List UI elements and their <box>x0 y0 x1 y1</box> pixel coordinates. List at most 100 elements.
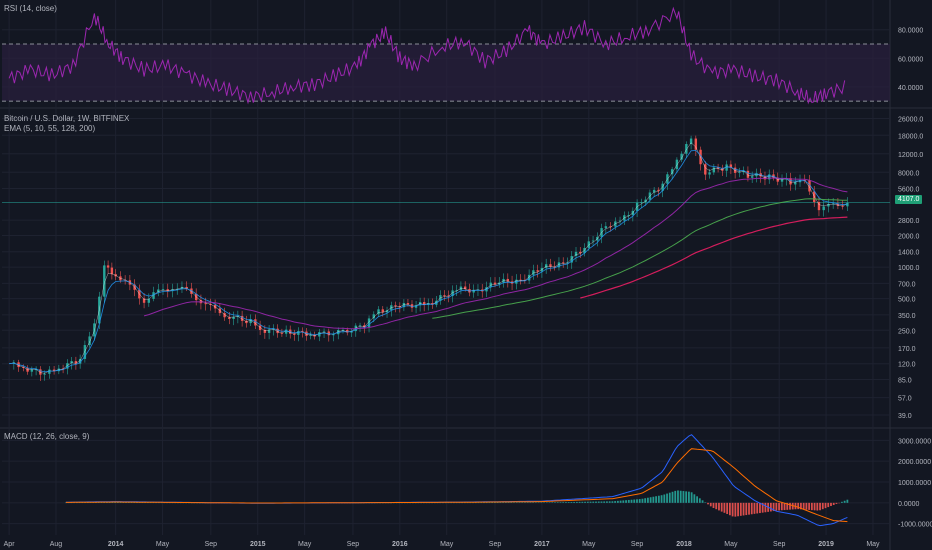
macd-histogram-bar <box>797 502 800 510</box>
macd-histogram-bar <box>819 502 821 511</box>
x-tick-label: 2017 <box>534 541 550 548</box>
macd-histogram-bar <box>589 501 592 503</box>
rsi-pane: 80.0000 60.0000 40.0000 <box>2 6 923 105</box>
macd-histogram-bar <box>619 500 622 503</box>
candle-body <box>431 303 434 305</box>
x-tick-label: Apr <box>4 541 16 548</box>
macd-histogram-bar <box>641 498 644 503</box>
candle-body <box>190 288 193 294</box>
price-tick-label: 170.0 <box>898 346 916 353</box>
macd-histogram-bar <box>627 499 630 503</box>
candle-body <box>618 220 622 222</box>
candle-body <box>729 164 733 168</box>
candle-body <box>463 286 467 290</box>
macd-histogram-bar <box>745 502 748 516</box>
macd-histogram-bar <box>611 501 614 503</box>
rsi-tick-label: 80.0000 <box>898 28 923 35</box>
rsi-legend: RSI (14, close) <box>4 4 57 13</box>
macd-histogram-bar <box>748 502 750 515</box>
candle-body <box>142 298 146 303</box>
price-tick-label: 700.0 <box>898 281 916 288</box>
x-tick-label: Sep <box>347 541 360 548</box>
candle-body <box>822 206 825 211</box>
macd-histogram-bar <box>769 502 772 512</box>
price-tick-label: 2000.0 <box>898 233 920 240</box>
macd-histogram-bar <box>712 502 715 509</box>
candle-body <box>48 369 51 374</box>
price-tick-label: 350.0 <box>898 313 916 320</box>
macd-histogram-bar <box>556 502 559 503</box>
candle-body <box>640 202 643 203</box>
candle-body <box>43 373 46 375</box>
x-tick-label: Sep <box>205 541 218 548</box>
candle-body <box>591 240 595 242</box>
candle-body <box>318 332 321 337</box>
candle-body <box>209 304 212 305</box>
candle-body <box>30 369 34 372</box>
price-tick-label: 18000.0 <box>898 133 923 140</box>
price-tick-label: 12000.0 <box>898 152 923 159</box>
candle-body <box>527 274 531 281</box>
candle-body <box>704 164 707 175</box>
candle-body <box>147 298 151 303</box>
candle-body <box>161 289 165 291</box>
candle-body <box>166 289 169 292</box>
macd-histogram-bar <box>841 501 843 503</box>
macd-histogram-bar <box>603 501 606 503</box>
candle-body <box>604 226 608 229</box>
candle-body <box>240 315 244 321</box>
macd-histogram-bar <box>816 502 819 511</box>
macd-histogram-bar <box>578 501 581 503</box>
candle-body <box>549 264 552 267</box>
macd-histogram-bar <box>685 491 688 503</box>
x-tick-label: Sep <box>773 541 786 548</box>
macd-histogram-bar <box>573 501 576 503</box>
candle-body <box>685 144 688 154</box>
candle-body <box>493 282 497 285</box>
x-tick-label: 2016 <box>392 541 408 548</box>
candle-body <box>652 189 656 193</box>
macd-histogram-bar <box>690 492 693 503</box>
x-tick-label: 2015 <box>250 541 266 548</box>
candle-body <box>88 336 91 346</box>
candle-body <box>341 329 345 331</box>
macd-histogram-bar <box>649 497 652 503</box>
macd-histogram-bar <box>723 502 726 513</box>
macd-histogram-bar <box>846 499 849 503</box>
candle-body <box>414 305 418 308</box>
macd-tick-label: 0.0000 <box>898 501 920 508</box>
macd-histogram-bar <box>592 501 595 503</box>
macd-histogram-bar <box>622 500 625 503</box>
price-tick-label: 2800.0 <box>898 218 920 225</box>
candle-body <box>817 201 821 211</box>
candle-body <box>185 286 188 289</box>
candle-body <box>808 180 811 192</box>
candle-body <box>171 289 174 292</box>
candle-body <box>738 172 741 173</box>
macd-histogram-bar <box>693 494 696 503</box>
macd-histogram-bar <box>606 501 608 503</box>
macd-legend: MACD (12, 26, close, 9) <box>4 432 90 441</box>
macd-histogram-bar <box>737 502 739 517</box>
macd-tick-label: -1000.0000 <box>898 522 932 529</box>
price-tick-label: 85.0 <box>898 377 912 384</box>
candle-body <box>78 358 82 364</box>
x-tick-label: May <box>156 541 170 548</box>
macd-histogram-bar <box>761 502 764 513</box>
candle-body <box>443 295 446 296</box>
macd-histogram-bar <box>644 498 647 503</box>
macd-histogram-bar <box>657 495 660 503</box>
macd-histogram-bar <box>800 502 802 510</box>
macd-histogram-bar <box>824 502 827 509</box>
candle-body <box>83 345 87 359</box>
macd-histogram-bar <box>674 490 677 503</box>
macd-histogram-bar <box>780 502 783 511</box>
candle-body <box>204 303 207 305</box>
candle-body <box>284 329 288 334</box>
candle-body <box>422 302 426 306</box>
candle-body <box>670 169 674 175</box>
candle-body <box>337 329 340 335</box>
macd-histogram-bar <box>810 502 813 511</box>
candle-body <box>506 278 510 282</box>
candle-body <box>410 304 414 308</box>
